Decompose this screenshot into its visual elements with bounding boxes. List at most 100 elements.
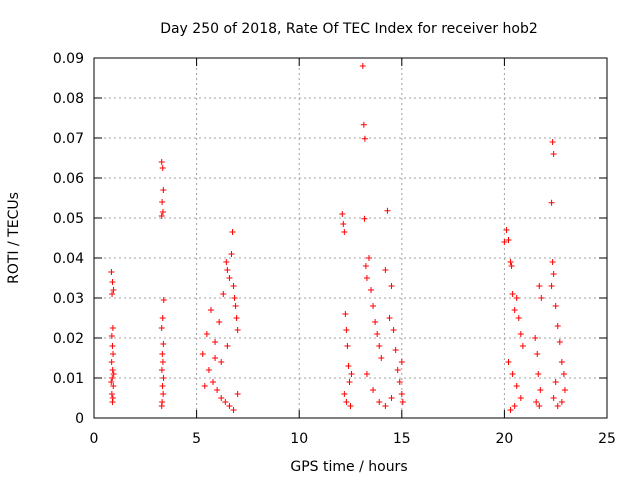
data-point [513,383,520,389]
data-point [507,259,514,265]
data-point [109,279,116,285]
data-points [108,63,568,413]
data-point [108,379,115,385]
data-point [396,379,403,385]
data-point [537,387,544,393]
data-point [550,395,557,401]
data-point [501,239,508,245]
data-point [398,359,405,365]
data-point [201,383,208,389]
data-point [517,331,524,337]
plot-frame [93,57,608,419]
data-point [519,343,526,349]
data-point [534,351,541,357]
data-point [216,319,223,325]
data-point [159,165,166,171]
y-tick-label: 0.04 [53,251,84,267]
data-point [159,351,166,357]
data-point [386,315,393,321]
y-tick-label: 0.09 [53,51,84,67]
data-point [384,207,391,214]
data-point [159,209,166,215]
data-point [394,367,401,373]
data-point [558,399,565,405]
data-point [517,395,524,401]
data-point [348,371,355,377]
data-point [159,199,166,205]
data-point [363,371,370,377]
data-point [550,151,557,157]
x-tick-label: 10 [290,431,308,447]
data-point [552,379,559,385]
data-point [376,343,383,349]
data-point [536,403,543,409]
data-point [233,315,240,321]
data-point [503,227,510,233]
data-point [158,159,165,165]
data-point [109,325,116,331]
data-point [390,327,397,333]
data-point [549,259,556,265]
data-point [558,359,565,365]
data-point [110,351,117,357]
data-point [222,399,229,405]
grid-lines [94,58,607,418]
data-point [362,263,369,269]
data-point [110,383,117,389]
data-point [359,63,366,69]
data-point [344,343,351,349]
data-point [511,307,518,313]
y-axis-title: ROTI / TECUs [6,192,22,284]
data-point [388,395,395,401]
data-point [109,343,116,349]
data-point [536,283,543,289]
data-point [532,335,539,341]
data-point [513,295,520,301]
x-tick-label: 15 [393,431,411,447]
data-point [511,403,518,409]
data-point [535,371,542,377]
data-point [109,291,116,297]
data-point [160,391,167,397]
y-tick-label: 0.07 [53,131,84,147]
data-point [509,291,516,297]
data-point [210,379,217,385]
data-point [398,391,405,397]
y-tick-label: 0.02 [53,331,84,347]
data-point [109,367,116,373]
data-point [392,347,399,353]
data-point [108,359,115,365]
data-point [556,339,563,345]
y-tick-label: 0.03 [53,291,84,307]
x-tick-label: 25 [598,431,616,447]
data-point [212,339,219,345]
data-point [158,213,165,219]
data-point [159,315,166,321]
data-point [347,403,354,409]
x-tick-label: 20 [495,431,513,447]
data-point [548,199,555,206]
data-point [378,355,385,361]
x-tick-label: 0 [90,431,99,447]
data-point [160,187,167,193]
data-point [343,399,350,405]
data-point [218,359,225,365]
data-point [226,403,233,409]
data-point [212,355,219,361]
data-point [560,371,567,377]
data-point [507,407,514,413]
data-point [399,399,406,405]
data-point [340,221,347,227]
data-point [109,399,116,405]
data-point [345,363,352,369]
tick-labels: 0 5 10 15 20 25 0 0.01 0.02 0.03 0.04 0.05 0.06 0.07 0… [53,51,616,447]
data-point [214,387,221,393]
data-point [207,307,214,313]
data-point [361,135,368,142]
data-point [234,327,241,333]
data-point [549,139,556,145]
data-point [226,275,233,281]
data-point [224,343,231,349]
chart-title: Day 250 of 2018, Rate Of TEC Index for r… [160,21,538,37]
data-point [533,399,540,405]
